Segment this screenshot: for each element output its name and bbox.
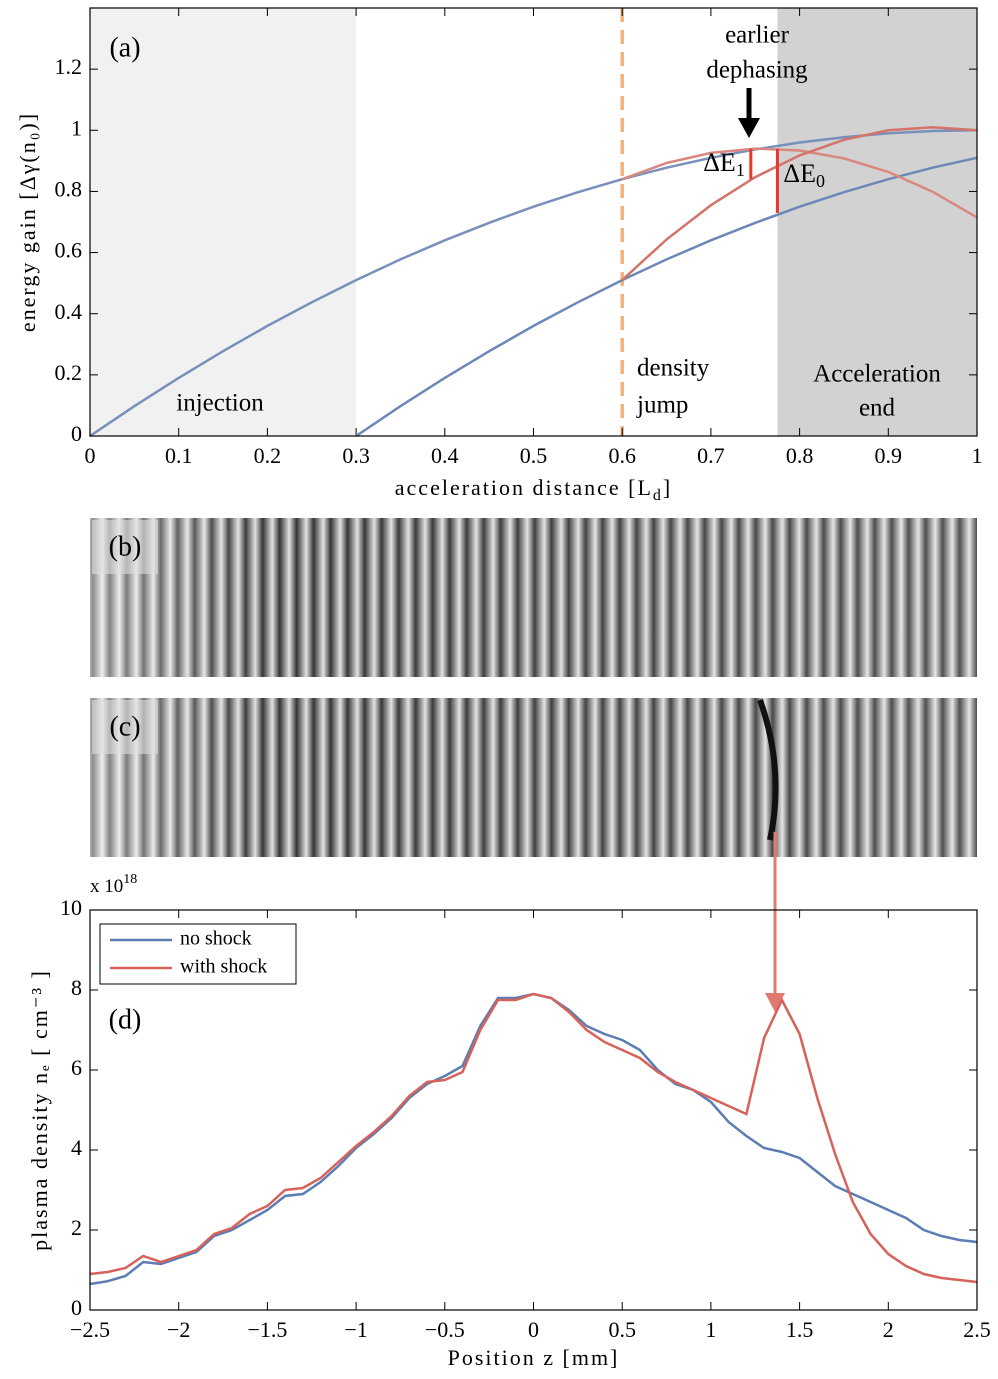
annotation: jump: [636, 392, 688, 419]
x-axis-label: Position z [mm]: [448, 1345, 620, 1370]
shaded-region: [777, 8, 977, 436]
series-line: [89, 992, 978, 1284]
y-tick-label: 2: [71, 1215, 82, 1240]
legend-label: with shock: [180, 956, 267, 978]
legend-box: [99, 923, 297, 985]
dephasing-arrow: [738, 88, 760, 138]
annotation: density: [637, 355, 710, 382]
x-tick-label: −2: [167, 1317, 190, 1342]
x-tick-label: 0.1: [165, 443, 193, 468]
annotation: injection: [176, 390, 264, 417]
panel: −2.5 −2 −1.5 −1 −0.5 0 0.5 1 1.5 2 2.5 0 2 4 6 8 10 plasm…: [27, 872, 991, 1370]
x-label-tail: ]: [663, 475, 672, 500]
panel-label: (d): [109, 1004, 142, 1035]
delta-sub: 1: [736, 160, 745, 180]
annotation: end: [859, 395, 896, 422]
x-label-text: acceleration distance [L: [395, 475, 653, 500]
x-tick-label: 2: [883, 1317, 894, 1342]
axes-frame: [89, 7, 978, 437]
panel-label: (a): [109, 32, 140, 63]
x-axis-label: acceleration distance [Ld]: [395, 475, 672, 504]
series-line: [89, 129, 978, 438]
delta-sub: 0: [816, 171, 825, 191]
y-tick-label: 8: [71, 975, 82, 1000]
y-tick-label: 0: [71, 1295, 82, 1320]
x-tick-label: 0.7: [697, 443, 725, 468]
x-tick-label: −1.5: [247, 1317, 287, 1342]
delta-text: ΔE: [703, 148, 736, 177]
y-multiplier: x 1018: [90, 872, 137, 897]
legend-label: no shock: [180, 928, 252, 950]
x-tick-label: −1: [344, 1317, 367, 1342]
x-tick-label: 0.2: [254, 443, 282, 468]
annotation: earlier: [725, 22, 790, 49]
shaded-region: [90, 8, 357, 436]
y-tick-label: 0.6: [55, 238, 83, 263]
y-tick-label: 6: [71, 1055, 82, 1080]
delta-label: ΔE0: [783, 159, 825, 191]
y-tick-label: 10: [60, 895, 82, 920]
axes-frame: [89, 909, 978, 1311]
y-multiplier-base: x 10: [90, 876, 123, 897]
shock-arrow: [765, 832, 785, 1012]
panel-label: (b): [109, 531, 142, 562]
y-axis-label: plasma density nₑ [ cm⁻³ ]: [27, 969, 52, 1251]
x-tick-label: 0: [528, 1317, 539, 1342]
x-tick-label: 1: [972, 443, 983, 468]
x-tick-label: 1: [705, 1317, 716, 1342]
x-tick-label: −2.5: [70, 1317, 110, 1342]
x-tick-label: 0.5: [520, 443, 548, 468]
annotation: Acceleration: [813, 361, 941, 388]
x-tick-label: 0: [85, 443, 96, 468]
x-tick-label: −0.5: [425, 1317, 465, 1342]
y-tick-label: 0.4: [55, 299, 83, 324]
y-tick-label: 0.8: [55, 176, 83, 201]
y-axis-label: energy gain [Δγ(n₀)]: [15, 112, 40, 332]
x-tick-label: 1.5: [786, 1317, 814, 1342]
y-tick-label: 0: [71, 421, 82, 446]
annotation: dephasing: [706, 57, 808, 84]
y-tick-label: 4: [71, 1135, 82, 1160]
image-b: (b): [90, 518, 977, 677]
delta-text: ΔE: [783, 159, 816, 188]
y-tick-label: 1.2: [55, 54, 83, 79]
panel: 0 0.1 0.2 0.3 0.4 0.5 0.6 0.7 0.8 0.9 1 0 0.2 0.4 0.6 0…: [15, 7, 983, 504]
series-line: [355, 156, 978, 438]
x-tick-label: 0.3: [342, 443, 370, 468]
series-line: [621, 125, 978, 282]
x-tick-label: 0.9: [875, 443, 903, 468]
series-line: [89, 992, 978, 1286]
x-tick-label: 0.6: [608, 443, 636, 468]
y-tick-label: 1: [71, 115, 82, 140]
x-tick-label: 0.8: [786, 443, 814, 468]
x-tick-label: 0.5: [608, 1317, 636, 1342]
x-tick-label: 0.4: [431, 443, 459, 468]
delta-label: ΔE1: [703, 148, 745, 180]
y-multiplier-exp: 18: [123, 872, 137, 887]
series-line: [621, 147, 978, 219]
image-c: (c): [90, 698, 977, 857]
x-tick-label: 2.5: [963, 1317, 991, 1342]
panel-label: (c): [109, 711, 140, 742]
y-tick-label: 0.2: [55, 360, 83, 385]
x-label-sub: d: [653, 487, 663, 504]
